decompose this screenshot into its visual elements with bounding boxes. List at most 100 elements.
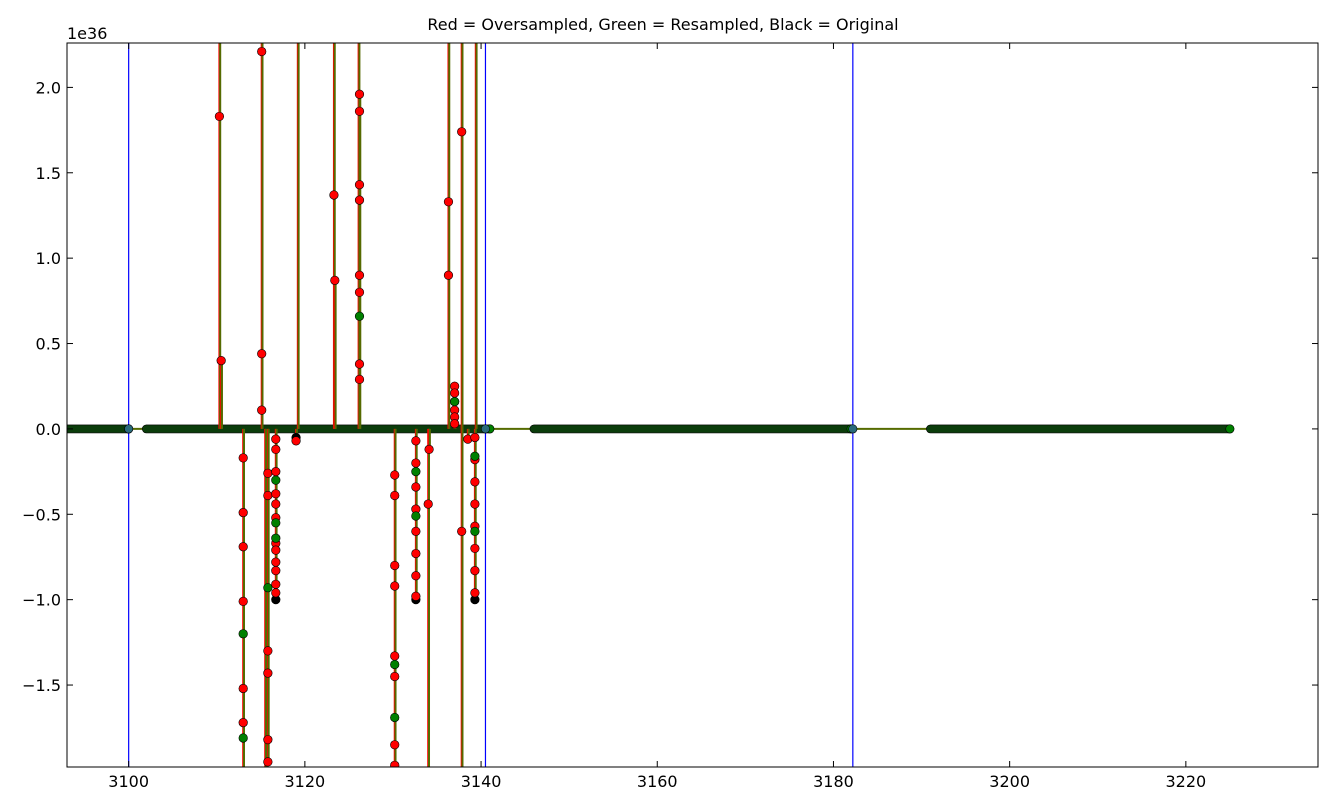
data-point-oversampled: [329, 190, 339, 200]
y-tick-label: −1.0: [22, 591, 61, 610]
data-point-oversampled: [354, 287, 365, 297]
data-point-oversampled: [214, 111, 225, 122]
data-point-oversampled: [411, 526, 421, 536]
data-point-oversampled: [271, 557, 281, 567]
crossing-marker: [480, 424, 490, 434]
data-point-oversampled: [423, 499, 433, 509]
baseline-markers: [141, 424, 495, 434]
data-point-resampled: [238, 629, 248, 639]
data-point-oversampled: [354, 195, 365, 205]
data-point-oversampled: [470, 543, 480, 554]
data-point-oversampled: [411, 458, 421, 468]
y-tick-label: 2.0: [36, 78, 61, 97]
baseline-markers: [529, 424, 856, 434]
y-offset-label: 1e36: [67, 24, 107, 43]
data-point-oversampled: [390, 740, 400, 750]
crossing-marker: [124, 424, 134, 434]
data-point-oversampled: [238, 507, 248, 518]
y-tick-label: 1.0: [36, 249, 61, 268]
data-point-oversampled: [450, 419, 460, 429]
data-point-oversampled: [390, 560, 400, 571]
data-point-oversampled: [263, 490, 273, 501]
axes-frame: [66, 42, 1319, 768]
data-point-oversampled: [271, 466, 281, 477]
data-point-oversampled: [330, 275, 340, 285]
data-point-oversampled: [271, 489, 281, 499]
data-point-oversampled: [411, 591, 421, 601]
data-point-oversampled: [354, 89, 365, 99]
data-point-oversampled: [354, 359, 365, 369]
data-point-oversampled: [238, 453, 248, 463]
data-point-oversampled: [470, 477, 480, 487]
baseline-markers: [926, 424, 1235, 434]
data-point-oversampled: [257, 405, 267, 415]
y-tick-label: −0.5: [22, 505, 61, 524]
data-point-oversampled: [424, 444, 434, 454]
data-point-oversampled: [354, 270, 365, 280]
data-point-oversampled: [291, 436, 301, 446]
data-point-resampled: [263, 583, 273, 593]
data-point-oversampled: [457, 526, 467, 536]
baseline-series: [67, 424, 1235, 434]
data-point-oversampled: [238, 683, 248, 694]
x-tick-label: 3160: [637, 772, 678, 791]
data-point-oversampled: [238, 596, 248, 606]
baseline-end-marker: [1225, 424, 1235, 434]
x-tick-label: 3220: [1165, 772, 1206, 791]
data-point-oversampled: [354, 106, 365, 116]
data-point-oversampled: [411, 571, 421, 581]
data-point-oversampled: [354, 374, 365, 384]
data-point-resampled: [271, 533, 281, 543]
crossing-marker: [848, 424, 858, 434]
data-point-oversampled: [216, 356, 226, 366]
data-point-oversampled: [257, 349, 267, 359]
data-point-oversampled: [390, 651, 400, 661]
data-point-oversampled: [271, 579, 281, 589]
chart-title: Red = Oversampled, Green = Resampled, Bl…: [427, 15, 898, 34]
data-point-oversampled: [271, 588, 281, 598]
y-tick-label: 1.5: [36, 164, 61, 183]
data-point-resampled: [470, 526, 480, 536]
data-point-oversampled: [263, 646, 273, 656]
data-point-oversampled: [457, 127, 467, 137]
data-point-oversampled: [411, 548, 421, 559]
data-points: [214, 46, 480, 767]
data-point-oversampled: [470, 499, 480, 509]
data-point-resampled: [470, 451, 480, 461]
data-point-oversampled: [390, 581, 400, 591]
baseline-markers: [67, 424, 133, 434]
data-point-oversampled: [411, 436, 421, 446]
data-point-resampled: [271, 475, 281, 485]
x-tick-label: 3120: [285, 772, 326, 791]
data-point-oversampled: [443, 197, 454, 207]
data-point-resampled: [390, 659, 400, 670]
data-point-oversampled: [390, 760, 400, 767]
spike-lines: [218, 43, 478, 767]
axes-frame-rect: [66, 42, 1319, 768]
data-point-oversampled: [263, 668, 273, 678]
data-point-resampled: [411, 466, 421, 477]
vertical-markers: [128, 43, 854, 767]
data-point-oversampled: [390, 490, 400, 501]
data-point-resampled: [390, 712, 400, 723]
data-point-oversampled: [238, 718, 248, 728]
x-tick-label: 3140: [461, 772, 502, 791]
y-tick-label: 0.5: [36, 335, 61, 354]
data-point-oversampled: [450, 388, 460, 398]
y-tick-label: −1.5: [22, 676, 61, 695]
data-point-oversampled: [470, 566, 480, 576]
data-point-oversampled: [390, 470, 400, 480]
data-point-oversampled: [238, 542, 248, 552]
data-point-resampled: [411, 511, 421, 521]
data-point-resampled: [271, 518, 281, 528]
axis-ticks: 3100 3120 3140 3160 3180 3200 3220 2.0 1.5 1.0 0.5…: [22, 43, 1318, 791]
data-point-oversampled: [271, 566, 281, 576]
data-point-oversampled: [411, 482, 421, 492]
data-point-oversampled: [257, 46, 267, 57]
data-point-oversampled: [263, 735, 273, 745]
data-point-oversampled: [354, 180, 365, 190]
data-point-resampled: [450, 396, 460, 407]
data-point-oversampled: [443, 270, 454, 280]
data-point-oversampled: [263, 468, 273, 478]
